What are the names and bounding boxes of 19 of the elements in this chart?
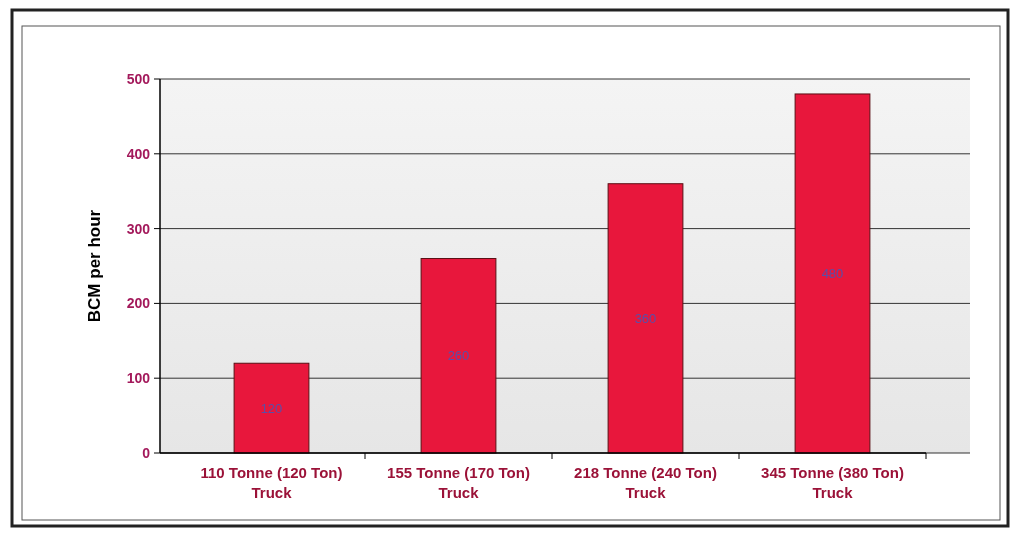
x-tick-label: 155 Tonne (170 Ton) Truck — [387, 464, 530, 501]
bar — [794, 93, 871, 454]
data-label: 480 — [821, 266, 844, 282]
y-tick-label: 0 — [142, 444, 151, 461]
y-tick-label: 200 — [126, 295, 151, 312]
y-tick-label: 400 — [126, 145, 151, 162]
bar — [607, 183, 684, 454]
x-tick-label: 110 Tonne (120 Ton) Truck — [200, 464, 343, 501]
y-tick-label: 300 — [126, 220, 151, 237]
data-label: 120 — [260, 400, 283, 416]
bar — [420, 258, 497, 454]
data-label: 260 — [447, 348, 470, 364]
bar — [233, 362, 310, 454]
data-label: 360 — [634, 310, 657, 326]
y-axis-title: BCM per hour — [85, 209, 104, 323]
y-tick-label: 100 — [126, 370, 151, 387]
y-tick-label: 500 — [126, 70, 151, 87]
x-tick-label: 345 Tonne (380 Ton) Truck — [761, 464, 904, 501]
x-tick-label: 218 Tonne (240 Ton) Truck — [574, 464, 717, 501]
